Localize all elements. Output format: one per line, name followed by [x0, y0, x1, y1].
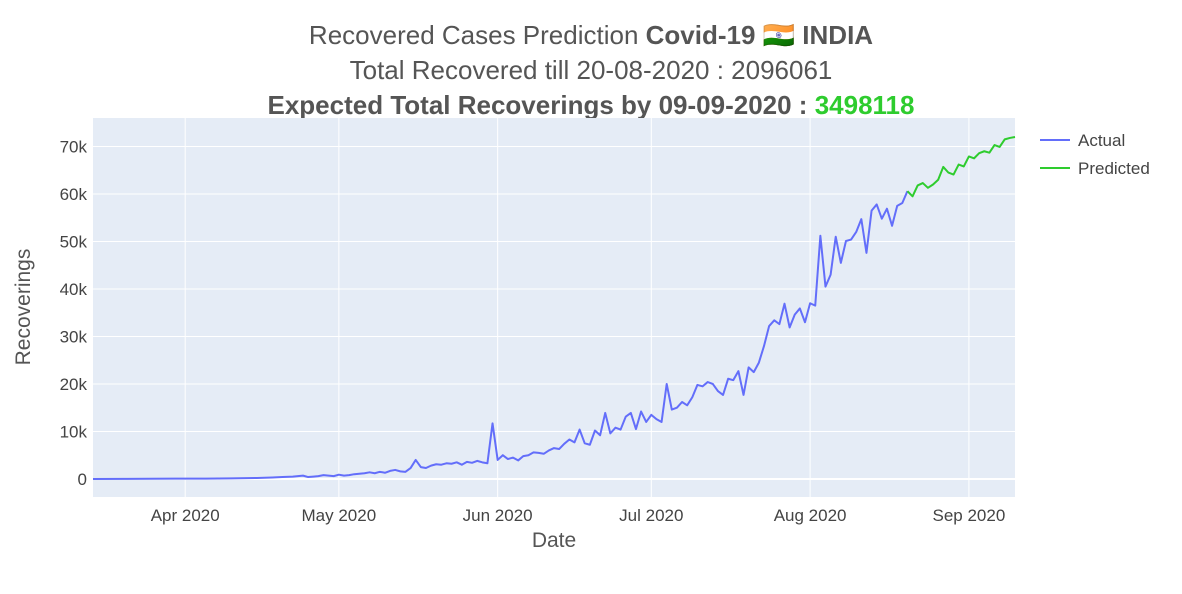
y-tick-label: 0: [78, 470, 87, 489]
y-axis-title: Recoverings: [12, 249, 35, 366]
title-country: INDIA: [802, 20, 873, 50]
grid-lines: [93, 118, 1015, 497]
legend[interactable]: Actual Predicted: [1040, 131, 1150, 178]
x-tick-label: Apr 2020: [151, 506, 220, 525]
x-tick-label: Aug 2020: [774, 506, 847, 525]
x-tick-label: Jul 2020: [619, 506, 683, 525]
x-tick-label: Jun 2020: [463, 506, 533, 525]
x-tick-label: May 2020: [302, 506, 377, 525]
chart-title: Recovered Cases Prediction Covid-19 🇮🇳 I…: [268, 20, 915, 120]
y-tick-label: 60k: [60, 185, 88, 204]
legend-label: Predicted: [1078, 159, 1150, 178]
plot-area: [93, 118, 1015, 497]
title-prefix: Recovered Cases Prediction: [309, 20, 646, 50]
series-line-predicted: [906, 136, 1016, 198]
title-expected-prefix: Expected Total Recoverings by 09-09-2020…: [268, 90, 815, 120]
series-layer: [92, 136, 1016, 480]
y-tick-label: 50k: [60, 232, 88, 251]
expected-total-value: 3498118: [815, 90, 915, 120]
y-tick-label: 40k: [60, 280, 88, 299]
y-tick-label: 10k: [60, 422, 88, 441]
y-tick-label: 70k: [60, 137, 88, 156]
india-flag-icon: 🇮🇳: [763, 20, 795, 50]
legend-item-actual[interactable]: Actual: [1040, 131, 1125, 150]
x-axis-title: Date: [532, 529, 576, 552]
title-line-1: Recovered Cases Prediction Covid-19 🇮🇳 I…: [309, 20, 873, 50]
title-line-2: Total Recovered till 20-08-2020 : 209606…: [350, 55, 833, 85]
x-axis-ticks: Apr 2020 May 2020 Jun 2020 Jul 2020 Aug 2020…: [151, 506, 1006, 525]
title-covid: Covid-19: [646, 20, 756, 50]
y-tick-label: 30k: [60, 327, 88, 346]
y-tick-label: 20k: [60, 375, 88, 394]
y-axis-ticks: 0 10k 20k 30k 40k 50k 60k 70k: [60, 137, 88, 488]
legend-label: Actual: [1078, 131, 1125, 150]
x-tick-label: Sep 2020: [933, 506, 1006, 525]
legend-item-predicted[interactable]: Predicted: [1040, 159, 1150, 178]
series-line-actual: [92, 190, 909, 480]
title-line-3: Expected Total Recoverings by 09-09-2020…: [268, 90, 915, 120]
